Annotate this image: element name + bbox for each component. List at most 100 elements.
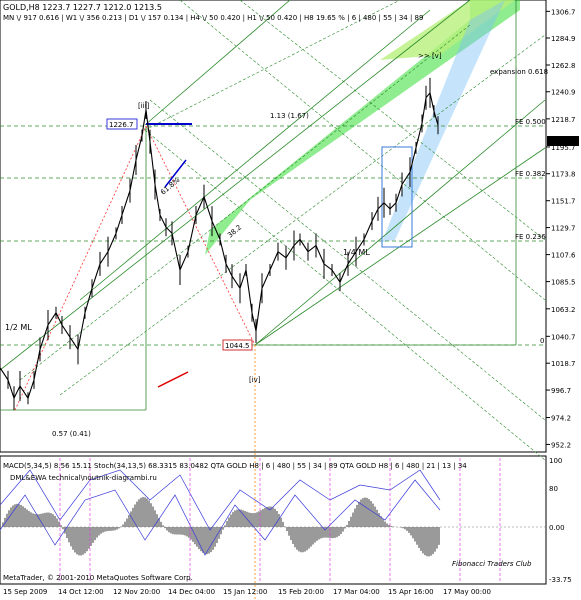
macd-bar (168, 527, 170, 533)
macd-bar (72, 527, 74, 550)
macd-bar (26, 509, 28, 527)
macd-bar (18, 504, 20, 527)
y-tick-label: 1195.7 (551, 144, 576, 152)
macd-bar (260, 510, 262, 527)
macd-bar (308, 527, 310, 549)
watermark: Fibonacci Traders Club (452, 560, 532, 568)
macd-bar (76, 527, 78, 555)
macd-bar (226, 521, 228, 527)
x-tick-label: 17 May 00:00 (443, 588, 491, 596)
macd-bar (374, 506, 376, 527)
macd-bar (40, 513, 42, 527)
macd-bar (356, 504, 358, 527)
macd-bar (94, 527, 96, 541)
macd-bar (22, 506, 24, 527)
macd-bar (118, 527, 120, 529)
macd-bar (52, 514, 54, 527)
current-price-box (547, 136, 579, 146)
macd-bar (294, 527, 296, 548)
macd-bar (102, 527, 104, 533)
macd-bar (172, 527, 174, 535)
macd-bar (32, 513, 34, 527)
macd-bar (248, 512, 250, 527)
macd-bar (388, 524, 390, 527)
macd-bar (336, 527, 338, 538)
macd-bar (300, 527, 302, 553)
macd-bar (138, 499, 140, 527)
macd-bar (288, 527, 290, 536)
y-tick-label: 1240.9 (551, 89, 576, 97)
expansion-label: expansion 0.618 (490, 68, 548, 76)
macd-bar (420, 527, 422, 551)
macd-bar (88, 527, 90, 549)
macd-bar (148, 500, 150, 527)
macd-bar (268, 506, 270, 527)
macd-bar (254, 512, 256, 527)
macd-bar (244, 510, 246, 527)
macd-bar (66, 527, 68, 539)
macd-bar (412, 527, 414, 539)
red-segment (157, 371, 189, 388)
macd-bar (354, 508, 356, 527)
macd-bar (192, 527, 194, 542)
x-tick-label: 14 Dec 04:00 (168, 588, 215, 596)
macd-bar (180, 527, 182, 535)
macd-bar (28, 511, 30, 527)
macd-bar (170, 527, 172, 534)
green-band (205, 0, 520, 255)
macd-bar (78, 527, 80, 556)
indicator-axis-100: 100 (549, 457, 562, 465)
macd-bar (178, 527, 180, 535)
macd-bar (208, 527, 210, 554)
quarter-ml-label: 1/4 ML (343, 248, 370, 257)
macd-bar (364, 497, 366, 527)
macd-bar (132, 507, 134, 527)
macd-bar (426, 527, 428, 557)
low-label-box (222, 339, 253, 351)
macd-bar (338, 527, 340, 536)
macd-bar (176, 527, 178, 535)
macd-bar (140, 497, 142, 527)
macd-bar (234, 510, 236, 527)
current-price-label: 1213.5 (549, 137, 577, 146)
macd-bar (224, 525, 226, 527)
macd-bar (292, 527, 294, 544)
macd-bar (298, 527, 300, 552)
mid-fib-label: 1.13 (1.67) (270, 112, 309, 120)
macd-bar (30, 512, 32, 527)
macd-bar (162, 525, 164, 527)
macd-bar (158, 518, 160, 527)
macd-bar (326, 527, 328, 538)
macd-bar (386, 523, 388, 527)
x-tick-label: 15 Sep 2009 (3, 588, 47, 596)
macd-bar (92, 527, 94, 543)
macd-bar (228, 517, 230, 527)
macd-bar (188, 527, 190, 538)
macd-bar (98, 527, 100, 536)
blue-band (382, 0, 505, 242)
macd-bar (136, 501, 138, 527)
macd-bar (122, 524, 124, 527)
fib-frame (0, 0, 517, 411)
macd-bar (350, 516, 352, 527)
macd-bar (314, 527, 316, 543)
macd-bar (330, 527, 332, 539)
half-ml-label: 1/2 ML (5, 323, 32, 332)
macd-bar (110, 527, 112, 531)
macd-bar (372, 503, 374, 527)
x-tick-label: 17 Mar 04:00 (333, 588, 380, 596)
macd-bar (316, 527, 318, 541)
macd-bar (100, 527, 102, 534)
macd-bar (322, 527, 324, 538)
macd-bar (12, 505, 14, 527)
macd-bar (406, 527, 408, 531)
macd-bar (352, 512, 354, 527)
macd-bar (50, 513, 52, 527)
macd-bar (108, 527, 110, 531)
indicator-axis-min: -33.75 (549, 576, 572, 584)
right-top-label: >> [v] (418, 52, 442, 60)
macd-bar (128, 515, 130, 527)
indicator-magenta-lines (59, 458, 501, 583)
indicator-subtitle: DML&EWA technical\noutnik-diagrambi.ru (10, 474, 157, 482)
